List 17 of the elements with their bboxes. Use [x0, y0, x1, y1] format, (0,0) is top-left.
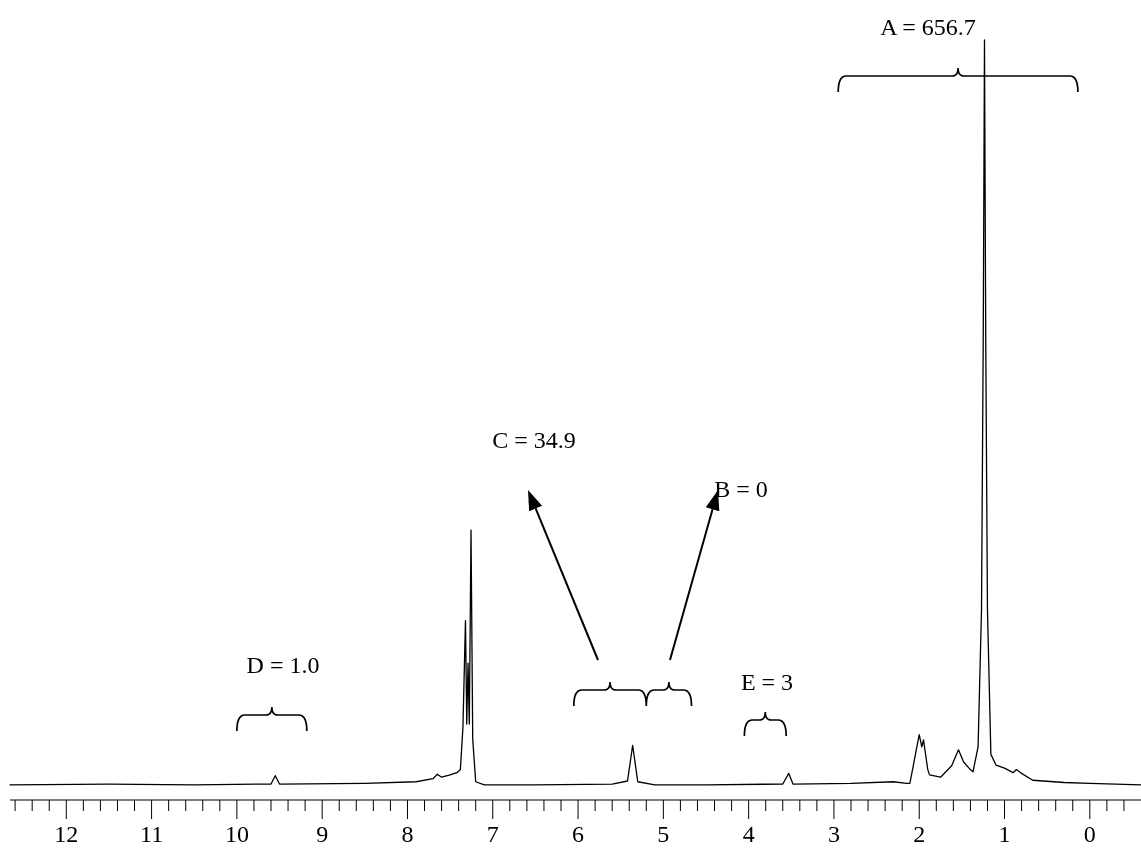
x-tick-label: 12 — [54, 821, 79, 847]
x-tick-label: 8 — [401, 821, 414, 847]
annotation: E = 3 — [740, 669, 794, 695]
x-tick-label: 10 — [224, 821, 249, 847]
annotation: D = 1.0 — [246, 652, 320, 678]
x-tick-label: 1 — [998, 821, 1011, 847]
x-tick-label: 11 — [140, 821, 164, 847]
x-tick-label: 6 — [572, 821, 585, 847]
x-tick-label: 5 — [657, 821, 670, 847]
x-tick-label: 0 — [1083, 821, 1096, 847]
annotation: A = 656.7 — [880, 14, 976, 40]
x-tick-label: 3 — [827, 821, 840, 847]
x-tick-label: 9 — [316, 821, 329, 847]
annotation: C = 34.9 — [492, 427, 576, 453]
x-tick-label: 4 — [742, 821, 755, 847]
x-tick-label: 2 — [913, 821, 926, 847]
x-tick-label: 7 — [486, 821, 499, 847]
